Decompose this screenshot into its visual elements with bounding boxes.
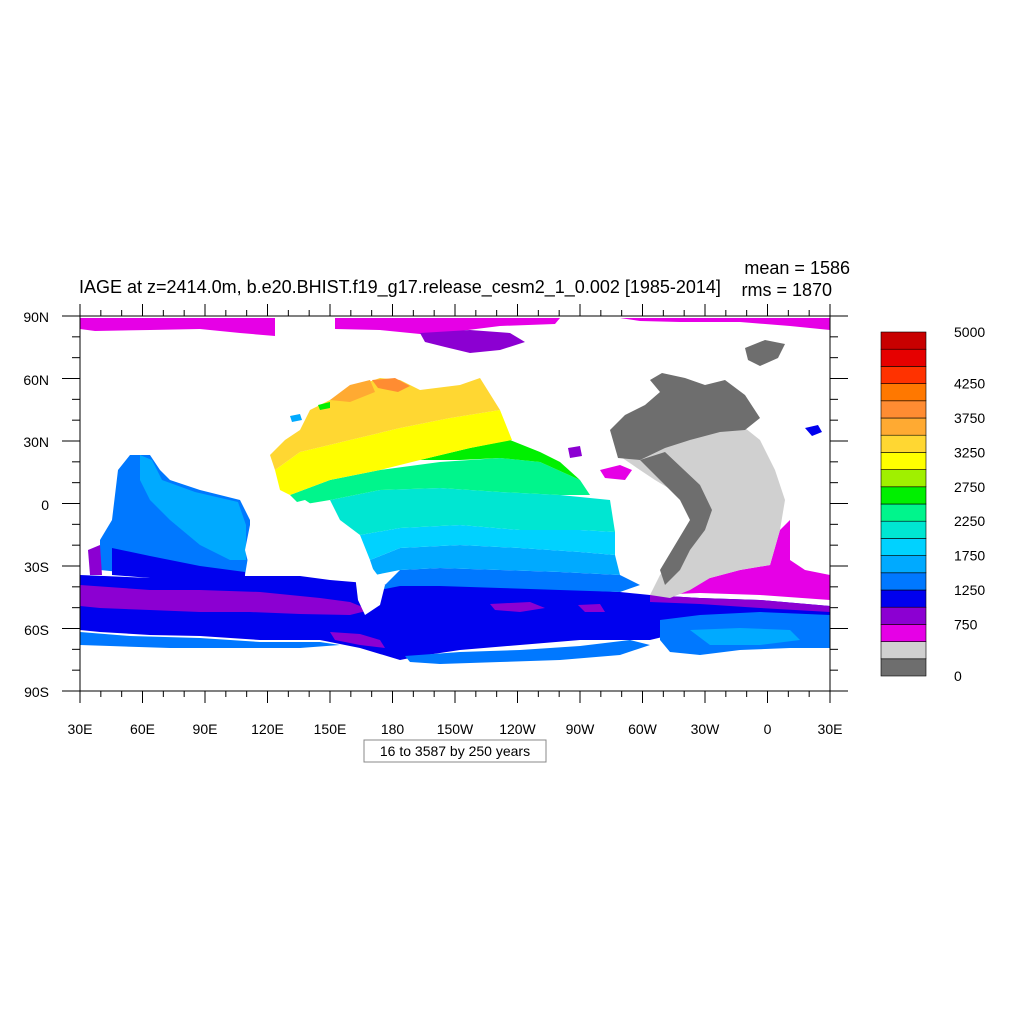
- atlantic-ocean-region: [690, 628, 800, 645]
- southern-ocean-region: [80, 585, 370, 615]
- longitude-labels: 30E 60E 90E 120E 150E 180 150W 120W 90W …: [68, 721, 843, 737]
- lon-label: 60W: [628, 721, 658, 737]
- lon-label: 90W: [566, 721, 596, 737]
- southern-ocean-region: [88, 545, 102, 575]
- rms-stat: rms = 1870: [741, 280, 832, 300]
- colorbar-label: 750: [954, 616, 978, 632]
- colorbar-label: 2250: [954, 513, 985, 529]
- contour-info-box: [363, 739, 547, 763]
- colorbar-swatch: [880, 658, 927, 677]
- colorbar-swatch: [880, 589, 927, 608]
- indian-ocean-region: [140, 455, 246, 560]
- pacific-ocean-region: [372, 378, 410, 392]
- arctic-ocean-region: [420, 330, 525, 353]
- colorbar-swatch: [880, 348, 927, 367]
- lat-label: 90N: [23, 309, 49, 325]
- colorbar-label: 1250: [954, 582, 985, 598]
- small-island: [568, 446, 582, 458]
- southern-ocean-region: [405, 640, 650, 664]
- atlantic-ocean-region: [600, 465, 632, 480]
- arctic-ocean-region: [335, 318, 560, 334]
- colorbar-swatch: [880, 366, 927, 384]
- indian-ocean-region: [112, 548, 245, 578]
- colorbar-label: 5000: [954, 324, 985, 340]
- colorbar-swatch: [880, 383, 927, 402]
- lon-label: 180: [381, 721, 405, 737]
- lon-label: 120W: [499, 721, 536, 737]
- small-island: [318, 402, 330, 410]
- colorbar-swatch: [880, 452, 927, 470]
- southern-ocean-region: [80, 632, 340, 648]
- new-zealand-landmass: [355, 565, 385, 615]
- lat-label: 0: [41, 497, 49, 513]
- colorbar-swatch: [880, 486, 927, 505]
- colorbar-swatch: [880, 331, 927, 350]
- contour-info-text: 16 to 3587 by 250 years: [380, 743, 530, 759]
- antarctica-landmass: [80, 648, 830, 691]
- pacific-ocean-region: [380, 568, 640, 592]
- map-area: [62, 304, 848, 703]
- pacific-ocean-region: [330, 380, 375, 402]
- north-america-landmass: [610, 373, 760, 460]
- lon-label: 120E: [251, 721, 284, 737]
- mean-stat: mean = 1586: [744, 258, 850, 278]
- lon-label: 0: [764, 721, 772, 737]
- pacific-ocean-region: [420, 440, 580, 480]
- southern-ocean-region: [578, 604, 605, 612]
- greenland-landmass: [745, 340, 785, 366]
- small-island: [805, 425, 822, 436]
- colorbar-swatch: [880, 503, 927, 522]
- colorbar-label: 2750: [954, 479, 985, 495]
- lon-label: 150E: [314, 721, 347, 737]
- lon-label: 60E: [130, 721, 155, 737]
- latitude-labels: 90N 60N 30N 0 30S 60S 90S: [23, 309, 49, 700]
- australia-landmass: [245, 500, 335, 576]
- lat-label: 60S: [24, 622, 49, 638]
- colorbar-swatch: [880, 641, 927, 660]
- lon-label: 30E: [68, 721, 93, 737]
- pacific-ocean-region: [270, 378, 500, 470]
- colorbar-swatch: [880, 400, 927, 419]
- pacific-ocean-region: [370, 545, 620, 575]
- pacific-ocean-region: [275, 410, 512, 495]
- lon-label: 150W: [437, 721, 474, 737]
- colorbar-swatch: [880, 469, 927, 488]
- lat-label: 30N: [23, 434, 49, 450]
- atlantic-ocean-region: [650, 595, 830, 612]
- colorbar-swatch: [880, 606, 927, 625]
- colorbar-label: 0: [954, 668, 962, 684]
- colorbar-label: 3250: [954, 444, 985, 460]
- lon-label: 90E: [193, 721, 218, 737]
- colorbar-swatch: [880, 417, 927, 436]
- lon-label: 30W: [691, 721, 721, 737]
- southern-ocean-region: [330, 632, 385, 648]
- colorbar-swatch: [880, 520, 927, 539]
- pacific-ocean-region: [330, 488, 615, 535]
- colorbar-swatch: [880, 624, 927, 642]
- colorbar-swatch: [880, 572, 927, 591]
- lat-label: 60N: [23, 372, 49, 388]
- colorbar-label: 4250: [954, 376, 985, 392]
- lat-label: 90S: [24, 684, 49, 700]
- lon-label: 30E: [818, 721, 843, 737]
- arctic-ocean-region: [80, 318, 275, 336]
- plot-title: IAGE at z=2414.0m, b.e20.BHIST.f19_g17.r…: [79, 277, 721, 298]
- pacific-ocean-region: [290, 458, 590, 505]
- colorbar-swatch: [880, 555, 927, 574]
- central-america-landmass: [640, 452, 712, 585]
- colorbar: 0 750 1250 1750 2250 2750 3250 3750 4250 5000: [880, 324, 985, 684]
- lat-label: 30S: [24, 559, 49, 575]
- southern-ocean-region: [490, 602, 545, 612]
- colorbar-label: 3750: [954, 410, 985, 426]
- colorbar-label: 1750: [954, 548, 985, 564]
- arctic-ocean-region: [620, 318, 830, 330]
- small-island: [290, 414, 302, 422]
- colorbar-swatch: [880, 434, 927, 453]
- colorbar-swatch: [880, 538, 927, 556]
- pacific-ocean-region: [360, 525, 615, 560]
- axis-ticks: [62, 304, 848, 703]
